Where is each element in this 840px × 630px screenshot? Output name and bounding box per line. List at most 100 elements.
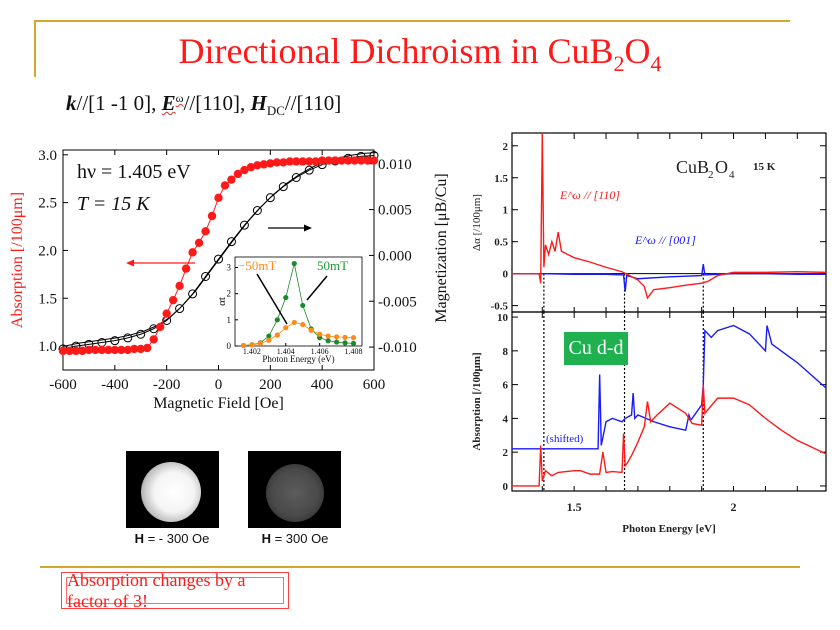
sample-image-negative-field <box>126 451 219 528</box>
y-tick-label: 1.0 <box>38 339 57 355</box>
y-tick-label: 2.5 <box>38 196 57 212</box>
annotation-temperature: T = 15 K <box>77 193 151 215</box>
absorption-point <box>324 156 333 165</box>
y2-tick-label: 0.000 <box>378 248 412 264</box>
inset-x-tick-label: 1.408 <box>345 347 363 356</box>
shifted-label: (shifted) <box>546 433 584 445</box>
absorption-point <box>363 156 372 165</box>
absorption-point <box>194 238 204 247</box>
absorption-point <box>259 160 269 169</box>
absorption-point <box>149 335 158 344</box>
dc-sub: DC <box>266 103 285 119</box>
h-vector: H <box>250 91 267 115</box>
absorption-point <box>233 169 243 179</box>
cu-dd-badge: Cu d-d <box>564 332 628 365</box>
inset-y-label: αt <box>216 297 228 306</box>
inset-point <box>350 340 357 346</box>
absorption-point <box>220 181 230 190</box>
chart-title-sub2: 4 <box>729 169 735 181</box>
inset-label-50mT: 50mT <box>317 258 348 273</box>
temperature-label: 15 K <box>753 161 776 173</box>
y-tick-label: 10 <box>497 312 509 324</box>
x-tick-label: 1.5 <box>567 500 582 514</box>
frame-line-bottom <box>40 566 800 568</box>
magnetization-point <box>201 272 211 281</box>
magnetization-point <box>291 173 301 182</box>
x-tick-label: -600 <box>49 377 77 393</box>
absorption-point <box>227 175 236 184</box>
series-label-001: E^ω // [001] <box>634 233 696 247</box>
absorption-point <box>58 346 68 356</box>
inset-y-tick-label: 1 <box>227 315 232 325</box>
x-axis-label: Magnetic Field [Oe] <box>153 395 284 412</box>
absorption-point <box>214 193 223 203</box>
absorption-point <box>298 157 307 166</box>
sample-image-positive-field <box>248 451 341 528</box>
absorption-point <box>272 158 282 167</box>
absorption-point <box>343 156 353 165</box>
absorption-point <box>356 156 366 165</box>
inset-point <box>249 342 255 348</box>
subtitle-part2: //[110], <box>183 91 251 115</box>
inset-point <box>291 319 297 326</box>
absorption-point <box>305 157 314 166</box>
magnetization-point <box>265 193 275 203</box>
inset-point <box>334 339 340 345</box>
magnetization-point <box>214 254 223 264</box>
x-tick-label: 2 <box>731 500 737 514</box>
subtitle-part1: //[1 -1 0], <box>76 91 162 115</box>
inset-point <box>317 331 323 337</box>
magnetization-point <box>304 165 314 175</box>
inset-y-tick-label: 0 <box>227 341 232 351</box>
y2-tick-label: -0.005 <box>378 294 417 310</box>
inset-point <box>342 340 348 346</box>
absorption-point <box>155 322 165 332</box>
inset-point <box>266 337 272 343</box>
absorption-point <box>104 345 113 355</box>
absorption-point <box>201 227 210 236</box>
panel-frame-bottom <box>511 311 827 492</box>
y2-axis-label: Magnetization [μB/Cu] <box>433 173 450 322</box>
series-line-bottom-0 <box>512 384 827 487</box>
inset-point <box>325 338 331 344</box>
label-text: = - 300 Oe <box>143 531 210 546</box>
panel-frame-top <box>511 132 827 313</box>
absorption-point <box>369 156 379 165</box>
photon-energy-chart: -0.5 0 0.5 1 1.5 2 Δα [/100μm] 0 2 4 6 8 10 Absorptio… <box>471 132 827 535</box>
absorption-point <box>91 345 100 355</box>
absorption-point <box>311 157 320 166</box>
x-tick-label: -400 <box>101 377 129 393</box>
inset-x-label: Photon Energy (eV) <box>262 354 334 364</box>
y-tick-label: 1.5 <box>494 173 508 185</box>
x-tick-label: 200 <box>259 377 282 393</box>
absorption-point <box>337 156 346 165</box>
chart-title: CuB <box>676 157 709 177</box>
slide-title: Directional Dichroism in CuB2O4 <box>0 30 840 77</box>
y2-tick-label: -0.010 <box>378 340 417 356</box>
label-text: = 300 Oe <box>270 531 329 546</box>
title-subscript-2: 4 <box>650 51 662 76</box>
series-line-top-1 <box>512 263 826 292</box>
absorption-point <box>78 346 87 356</box>
magnetization-point <box>123 333 133 343</box>
frame-line-top <box>34 20 790 22</box>
series-label-110: E^ω // [110] <box>559 188 620 202</box>
y-tick-label: -0.5 <box>491 301 509 313</box>
y-tick-label: 4 <box>503 413 509 425</box>
absorption-point <box>266 159 275 168</box>
callout-box: Absorption changes by a factor of 3! <box>61 570 289 611</box>
absorption-point <box>71 346 81 356</box>
inset-point <box>274 317 280 323</box>
y-axis-label: Absorption [/100μm] <box>9 192 26 328</box>
y-tick-label: 6 <box>503 380 509 392</box>
inset-point <box>240 342 247 349</box>
absorption-point <box>84 345 94 355</box>
dim-disk <box>266 464 324 522</box>
k-vector: k <box>66 91 77 115</box>
black-arrow-head <box>304 224 312 232</box>
inset-point <box>283 294 289 301</box>
h-bold: H <box>261 531 271 546</box>
magnetization-point <box>278 182 288 192</box>
x-axis-label: Photon Energy [eV] <box>622 523 716 535</box>
magnetization-point <box>226 237 236 247</box>
